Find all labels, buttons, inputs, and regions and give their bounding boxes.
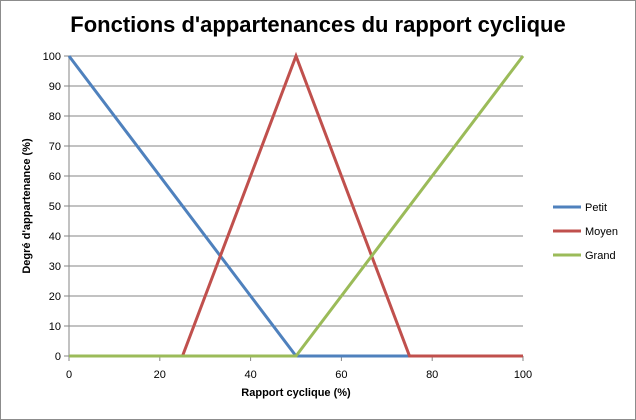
- x-tick-label: 0: [66, 369, 72, 381]
- x-tick-label: 40: [244, 369, 256, 381]
- y-tick-label: 40: [49, 231, 61, 243]
- y-tick-label: 20: [49, 291, 61, 303]
- legend-label-moyen: Moyen: [585, 226, 618, 238]
- x-tick-label: 20: [154, 369, 166, 381]
- x-tick-label: 80: [426, 369, 438, 381]
- legend-label-grand: Grand: [585, 250, 616, 262]
- y-tick-label: 0: [55, 351, 61, 363]
- y-tick-label: 30: [49, 261, 61, 273]
- y-tick-label: 100: [43, 51, 61, 63]
- y-axis-label: Degré d'appartenance (%): [21, 138, 33, 274]
- chart-title: Fonctions d'appartenances du rapport cyc…: [70, 12, 566, 37]
- x-tick-label: 100: [514, 369, 532, 381]
- x-axis-label: Rapport cyclique (%): [241, 387, 351, 399]
- y-tick-label: 10: [49, 321, 61, 333]
- y-tick-label: 60: [49, 171, 61, 183]
- y-tick-label: 90: [49, 81, 61, 93]
- x-tick-label: 60: [335, 369, 347, 381]
- y-tick-label: 70: [49, 141, 61, 153]
- y-tick-label: 80: [49, 111, 61, 123]
- series-line-grand: [69, 55, 525, 358]
- y-tick-label: 50: [49, 201, 61, 213]
- legend-label-petit: Petit: [585, 202, 607, 214]
